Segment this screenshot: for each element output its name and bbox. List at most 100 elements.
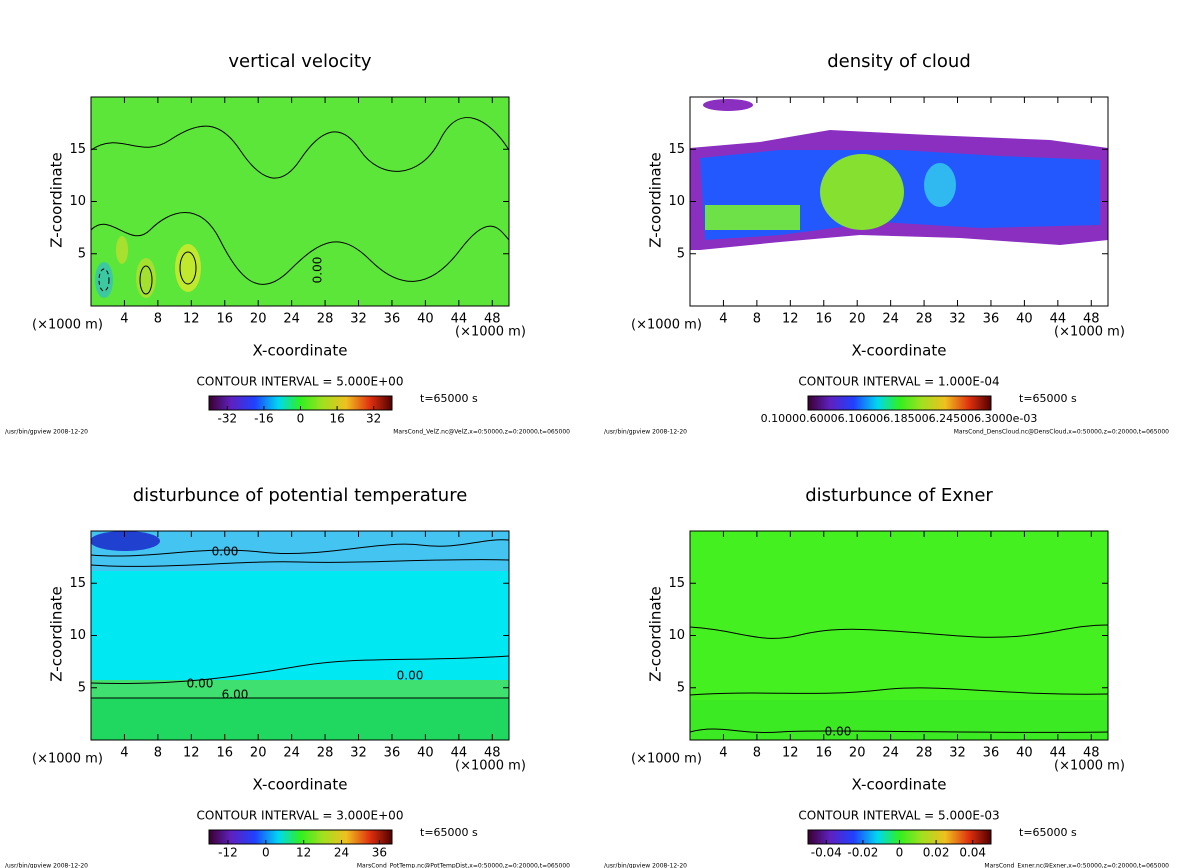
time-label: t=65000 s xyxy=(420,826,478,839)
x-tick-label: 40 xyxy=(417,312,434,327)
x-tick-label: 20 xyxy=(250,312,267,327)
x-tick-label: 24 xyxy=(882,746,899,761)
x-tick-label: 4 xyxy=(719,312,727,327)
y-tick-label: 5 xyxy=(677,680,685,695)
y-tick-label: 15 xyxy=(668,142,685,157)
x-tick-label: 4 xyxy=(719,746,727,761)
x-unit: (×1000 m) xyxy=(455,325,526,340)
x-tick-label: 12 xyxy=(782,312,799,327)
x-tick-label: 48 xyxy=(1083,746,1100,761)
colorbar-tick-label: 16 xyxy=(329,412,344,426)
x-tick-label: 8 xyxy=(154,746,162,761)
colorbar-tick-label: 0 xyxy=(297,412,305,426)
x-tick-label: 24 xyxy=(882,312,899,327)
x-tick-label: 32 xyxy=(949,312,966,327)
x-tick-label: 20 xyxy=(849,746,866,761)
x-tick-label: 40 xyxy=(417,746,434,761)
y-tick-label: 10 xyxy=(69,194,86,209)
field xyxy=(690,531,1108,740)
x-tick-label: 44 xyxy=(1050,312,1067,327)
y-tick-label: 5 xyxy=(78,680,86,695)
colorbar-label: 0.10000.60006.106006.185006.245006.3000e… xyxy=(761,412,1038,425)
x-tick-label: 40 xyxy=(1016,746,1033,761)
x-tick-label: 44 xyxy=(451,746,468,761)
x-tick-label: 32 xyxy=(350,746,367,761)
x-tick-label: 32 xyxy=(949,746,966,761)
contour-label: 0.00 xyxy=(311,257,325,284)
x-tick-label: 36 xyxy=(384,312,401,327)
x-tick-label: 16 xyxy=(216,312,233,327)
x-tick-label: 36 xyxy=(384,746,401,761)
y-tick-label: 10 xyxy=(668,628,685,643)
footer-left: /usr/bin/gpview 2008-12-20 xyxy=(5,429,88,436)
footer-right: MarsCond_DensCloud.nc@DensCloud,x=0:5000… xyxy=(954,429,1169,436)
y-tick-label: 15 xyxy=(668,576,685,591)
x-axis-label: X-coordinate xyxy=(253,342,348,360)
footer-left: /usr/bin/gpview 2008-12-20 xyxy=(604,429,687,436)
footer-left: /usr/bin/gpview 2008-12-20 xyxy=(5,863,88,868)
x-tick-label: 28 xyxy=(916,312,933,327)
x-tick-label: 20 xyxy=(849,312,866,327)
colorbar-tick-label: -16 xyxy=(254,412,274,426)
x-unit: (×1000 m) xyxy=(631,318,702,333)
x-tick-label: 36 xyxy=(983,312,1000,327)
y-tick-label: 10 xyxy=(69,628,86,643)
x-tick-label: 12 xyxy=(183,746,200,761)
x-tick-label: 12 xyxy=(183,312,200,327)
x-tick-label: 4 xyxy=(120,312,128,327)
x-tick-label: 44 xyxy=(1050,746,1067,761)
x-tick-label: 16 xyxy=(216,746,233,761)
x-tick-label: 12 xyxy=(782,746,799,761)
colorbar xyxy=(807,395,992,411)
x-unit: (×1000 m) xyxy=(32,752,103,767)
x-tick-label: 36 xyxy=(983,746,1000,761)
contour-label: 6.00 xyxy=(222,688,249,702)
x-tick-label: 48 xyxy=(484,312,501,327)
colorbar-tick-label: 0 xyxy=(262,846,270,860)
panel-title: vertical velocity xyxy=(228,51,372,72)
colorbar xyxy=(208,829,393,845)
y-axis-label: Z-coordinate xyxy=(647,586,665,681)
contour-interval: CONTOUR INTERVAL = 1.000E-04 xyxy=(798,375,999,389)
colorbar-tick-label: -12 xyxy=(218,846,238,860)
colorbar-tick-label: -0.04 xyxy=(811,846,842,860)
footer-left: /usr/bin/gpview 2008-12-20 xyxy=(604,863,687,868)
y-tick-label: 5 xyxy=(78,246,86,261)
x-tick-label: 48 xyxy=(1083,312,1100,327)
contour-interval: CONTOUR INTERVAL = 5.000E-03 xyxy=(798,809,999,823)
x-tick-label: 8 xyxy=(753,746,761,761)
time-label: t=65000 s xyxy=(1019,826,1077,839)
x-tick-label: 8 xyxy=(154,312,162,327)
colorbar-tick-label: 0 xyxy=(896,846,904,860)
field xyxy=(690,97,1108,306)
x-tick-label: 16 xyxy=(815,746,832,761)
x-tick-label: 8 xyxy=(753,312,761,327)
time-label: t=65000 s xyxy=(420,392,478,405)
y-axis-label: Z-coordinate xyxy=(647,152,665,247)
x-tick-label: 48 xyxy=(484,746,501,761)
x-tick-label: 28 xyxy=(317,312,334,327)
x-unit: (×1000 m) xyxy=(32,318,103,333)
contour-interval: CONTOUR INTERVAL = 5.000E+00 xyxy=(197,375,404,389)
x-tick-label: 24 xyxy=(283,746,300,761)
x-unit: (×1000 m) xyxy=(631,752,702,767)
contour-label: 0.00 xyxy=(187,677,214,691)
footer-right: MarsCond_PotTemp.nc@PotTempDist,x=0:5000… xyxy=(357,863,570,868)
x-tick-label: 44 xyxy=(451,312,468,327)
x-axis-label: X-coordinate xyxy=(852,342,947,360)
y-tick-label: 5 xyxy=(677,246,685,261)
y-tick-label: 15 xyxy=(69,576,86,591)
x-tick-label: 4 xyxy=(120,746,128,761)
x-axis-label: X-coordinate xyxy=(253,776,348,794)
panel-title: density of cloud xyxy=(827,51,971,72)
contour-interval: CONTOUR INTERVAL = 3.000E+00 xyxy=(197,809,404,823)
contour-label: 0.00 xyxy=(397,669,424,683)
panel-title: disturbunce of potential temperature xyxy=(133,485,468,506)
colorbar-tick-label: -0.02 xyxy=(847,846,878,860)
x-unit: (×1000 m) xyxy=(1054,325,1125,340)
footer-right: MarsCond_VelZ.nc@VelZ,x=0:50000,z=0:2000… xyxy=(393,429,570,436)
y-axis-label: Z-coordinate xyxy=(48,586,66,681)
x-tick-label: 32 xyxy=(350,312,367,327)
x-axis-label: X-coordinate xyxy=(852,776,947,794)
